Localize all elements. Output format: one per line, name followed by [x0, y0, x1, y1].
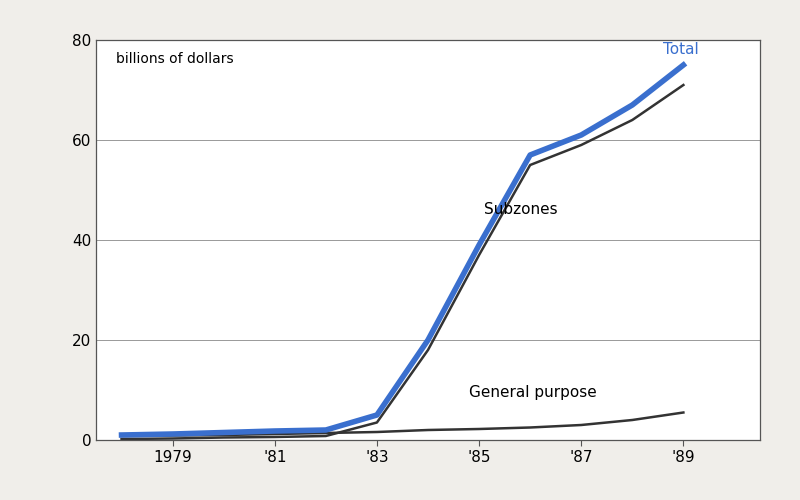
Text: billions of dollars: billions of dollars [116, 52, 234, 66]
Text: Subzones: Subzones [484, 202, 558, 218]
Text: General purpose: General purpose [469, 385, 597, 400]
Text: Total: Total [663, 42, 698, 58]
